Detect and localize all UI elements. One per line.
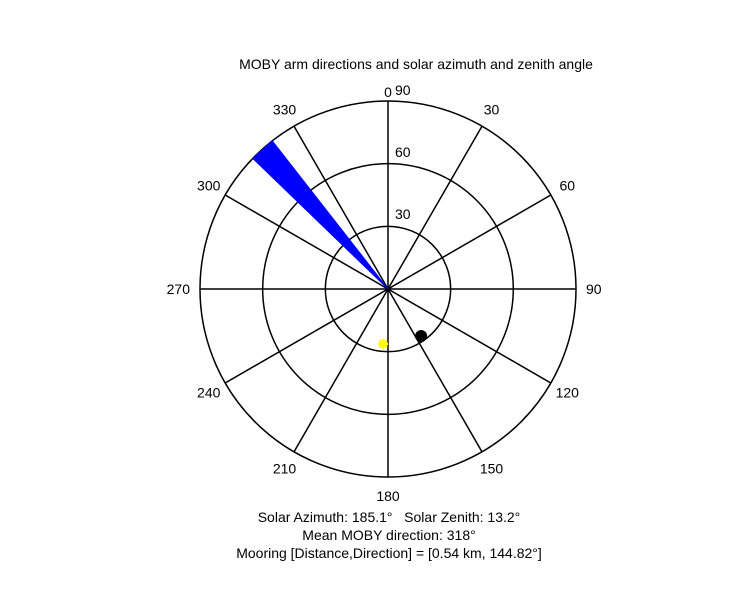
mooring-point <box>415 329 428 342</box>
azimuth-label-240: 240 <box>197 385 221 401</box>
azimuth-label-150: 150 <box>480 460 504 476</box>
moby-direction-caption: Mean MOBY direction: 318° <box>302 527 476 543</box>
radial-label-30: 30 <box>395 206 411 222</box>
azimuth-label-300: 300 <box>197 178 221 194</box>
azimuth-label-270: 270 <box>167 281 191 297</box>
azimuth-label-120: 120 <box>556 385 580 401</box>
tick-labels: 0 30 60 90 120 150 180 210 240 270 300 330 30 60 90 <box>167 82 602 504</box>
data-marks <box>252 140 428 349</box>
radial-label-60: 60 <box>395 144 411 160</box>
caption: Solar Azimuth: 185.1° Solar Zenith: 13.2… <box>0 508 750 562</box>
azimuth-label-210: 210 <box>273 460 297 476</box>
chart-title: MOBY arm directions and solar azimuth an… <box>239 56 593 72</box>
radial-label-90: 90 <box>395 82 411 98</box>
azimuth-label-0: 0 <box>384 84 392 100</box>
azimuth-label-330: 330 <box>273 102 297 118</box>
azimuth-label-30: 30 <box>484 102 500 118</box>
solar-caption: Solar Azimuth: 185.1° Solar Zenith: 13.2… <box>257 509 521 525</box>
mooring-caption: Mooring [Distance,Direction] = [0.54 km,… <box>236 545 542 561</box>
azimuth-label-60: 60 <box>559 178 575 194</box>
azimuth-label-90: 90 <box>586 281 602 297</box>
sun-marker <box>378 338 389 349</box>
azimuth-label-180: 180 <box>376 488 400 504</box>
sun-core <box>380 340 387 347</box>
moby-arm-wedge <box>252 140 389 290</box>
